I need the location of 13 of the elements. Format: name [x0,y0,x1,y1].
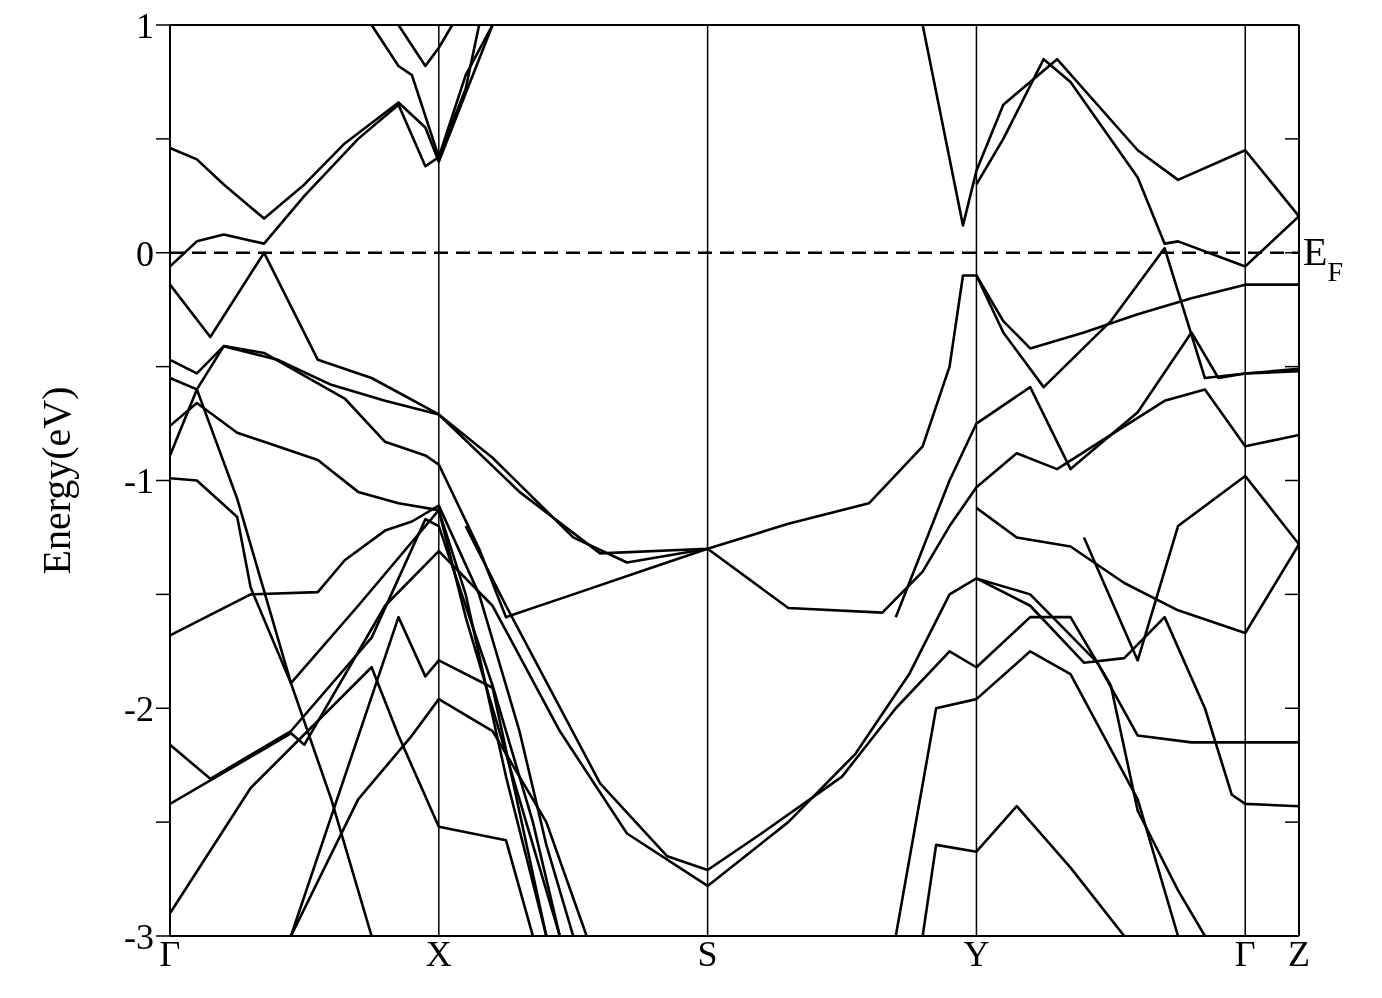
y-axis-title: Energy(eV) [33,386,79,575]
x-tick-label: S [697,933,718,974]
x-tick-label: X [425,933,452,974]
x-tick-label: Z [1288,933,1310,974]
y-tick-label: -2 [124,689,154,730]
y-tick-label: -1 [124,461,154,502]
x-tick-label: Γ [159,933,181,974]
y-tick-label: 1 [136,5,154,46]
x-tick-label: Γ [1234,933,1256,974]
ref-line-label: E$_{F}$ [1303,228,1344,287]
y-tick-label: 0 [136,233,154,274]
y-tick-label: -3 [124,916,154,957]
x-tick-label: Y [963,933,990,974]
